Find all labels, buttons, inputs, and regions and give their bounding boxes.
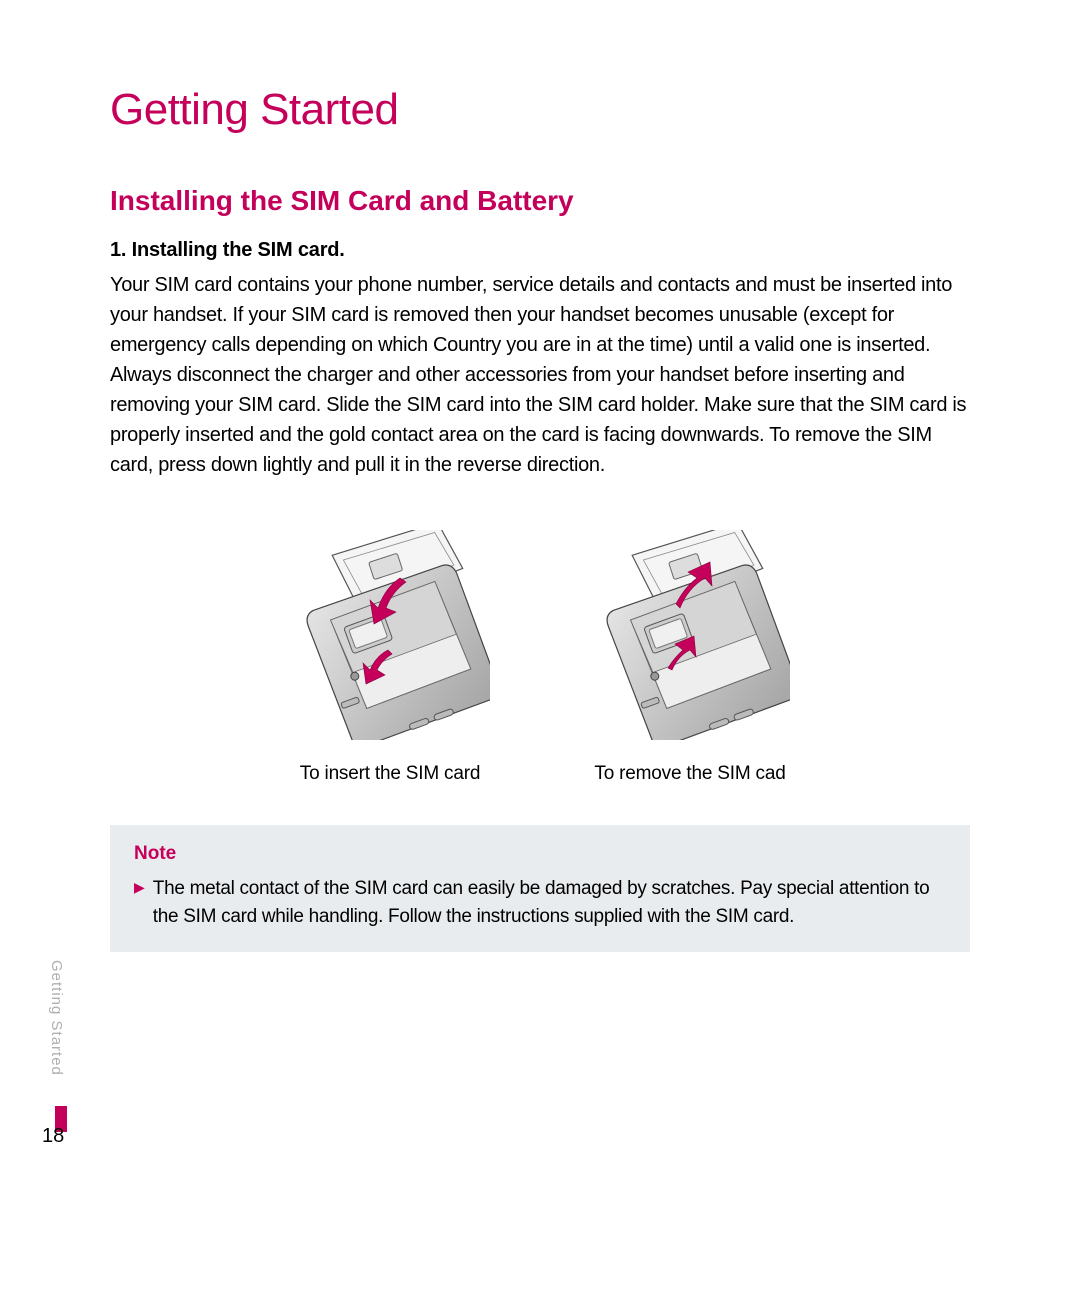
body-paragraph: Your SIM card contains your phone number…: [110, 270, 970, 480]
triangle-bullet-icon: ▶: [134, 879, 145, 896]
section-title: Installing the SIM Card and Battery: [110, 185, 970, 217]
phone-illustration-remove: [580, 525, 800, 745]
figure-insert-sim: To insert the SIM card: [280, 525, 500, 785]
note-title: Note: [134, 843, 946, 865]
note-box: Note ▶ The metal contact of the SIM card…: [110, 825, 970, 952]
note-text: The metal contact of the SIM card can ea…: [153, 875, 946, 930]
phone-illustration-insert: [280, 525, 500, 745]
figure-caption: To remove the SIM cad: [594, 763, 785, 785]
page-content: Getting Started Installing the SIM Card …: [0, 0, 1080, 952]
note-body: ▶ The metal contact of the SIM card can …: [134, 875, 946, 930]
chapter-title: Getting Started: [110, 85, 970, 135]
side-tab-label: Getting Started: [48, 960, 65, 1076]
sub-section-title: 1. Installing the SIM card.: [110, 239, 970, 262]
figure-remove-sim: To remove the SIM cad: [580, 525, 800, 785]
figure-row: To insert the SIM card: [110, 525, 970, 785]
figure-caption: To insert the SIM card: [300, 763, 480, 785]
page-number: 18: [42, 1125, 64, 1148]
